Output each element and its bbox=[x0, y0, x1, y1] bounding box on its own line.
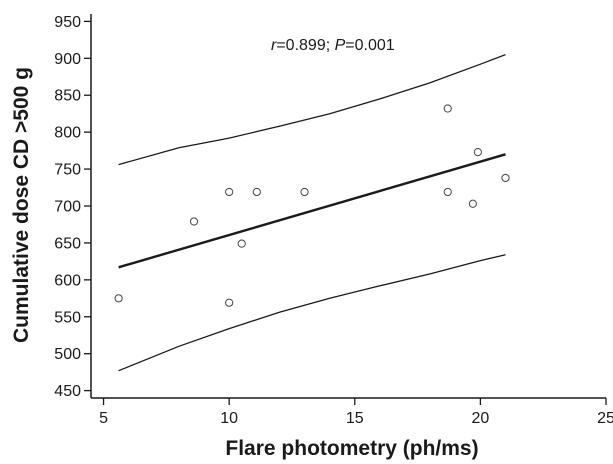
y-tick-label: 950 bbox=[54, 14, 81, 31]
data-point bbox=[473, 147, 482, 157]
data-point bbox=[468, 199, 477, 208]
upper-confidence-band bbox=[118, 53, 506, 166]
data-point bbox=[189, 217, 199, 226]
y-tick-label: 550 bbox=[54, 309, 81, 326]
data-point bbox=[300, 187, 309, 197]
x-tick-label: 5 bbox=[99, 410, 108, 427]
y-tick-label: 750 bbox=[54, 162, 81, 179]
data-point bbox=[443, 104, 452, 113]
x-tick-label: 25 bbox=[597, 410, 613, 427]
data-points bbox=[114, 104, 510, 307]
data-point bbox=[501, 173, 510, 183]
y-tick-label: 450 bbox=[54, 383, 81, 400]
x-tick-label: 20 bbox=[471, 410, 489, 427]
y-tick-label: 600 bbox=[54, 272, 81, 289]
data-point bbox=[237, 239, 246, 248]
lower-confidence-band bbox=[118, 254, 506, 372]
annotation-p-value: =0.001 bbox=[345, 37, 394, 54]
data-point bbox=[225, 187, 234, 197]
data-point bbox=[252, 187, 261, 197]
y-tick-label: 850 bbox=[54, 88, 81, 105]
confidence-bands bbox=[118, 53, 506, 372]
data-point bbox=[443, 187, 452, 197]
x-axis-title: Flare photometry (ph/ms) bbox=[225, 437, 478, 460]
x-axis-ticks: 5 10 15 20 25 bbox=[99, 398, 613, 427]
y-tick-label: 500 bbox=[54, 346, 81, 363]
y-tick-label: 700 bbox=[54, 199, 81, 216]
y-tick-label: 900 bbox=[54, 51, 81, 68]
axes bbox=[90, 14, 606, 399]
annotation-p-symbol: P bbox=[335, 37, 346, 54]
regression-line bbox=[118, 153, 506, 269]
annotation-r-symbol: r bbox=[271, 37, 277, 54]
annotation-r-value: =0.899; bbox=[276, 37, 334, 54]
regression bbox=[118, 153, 506, 269]
y-axis-ticks: 450 500 550 600 650 700 750 800 850 900 950 bbox=[54, 14, 91, 400]
y-tick-label: 650 bbox=[54, 235, 81, 252]
y-axis-title: Cumulative dose CD >500 g bbox=[10, 67, 33, 343]
annotation-r-p: r=0.899; P=0.001 bbox=[271, 37, 395, 54]
data-point bbox=[225, 298, 234, 307]
x-tick-label: 10 bbox=[220, 410, 238, 427]
y-tick-label: 800 bbox=[54, 125, 81, 142]
data-point bbox=[114, 294, 123, 303]
x-tick-label: 15 bbox=[346, 410, 364, 427]
